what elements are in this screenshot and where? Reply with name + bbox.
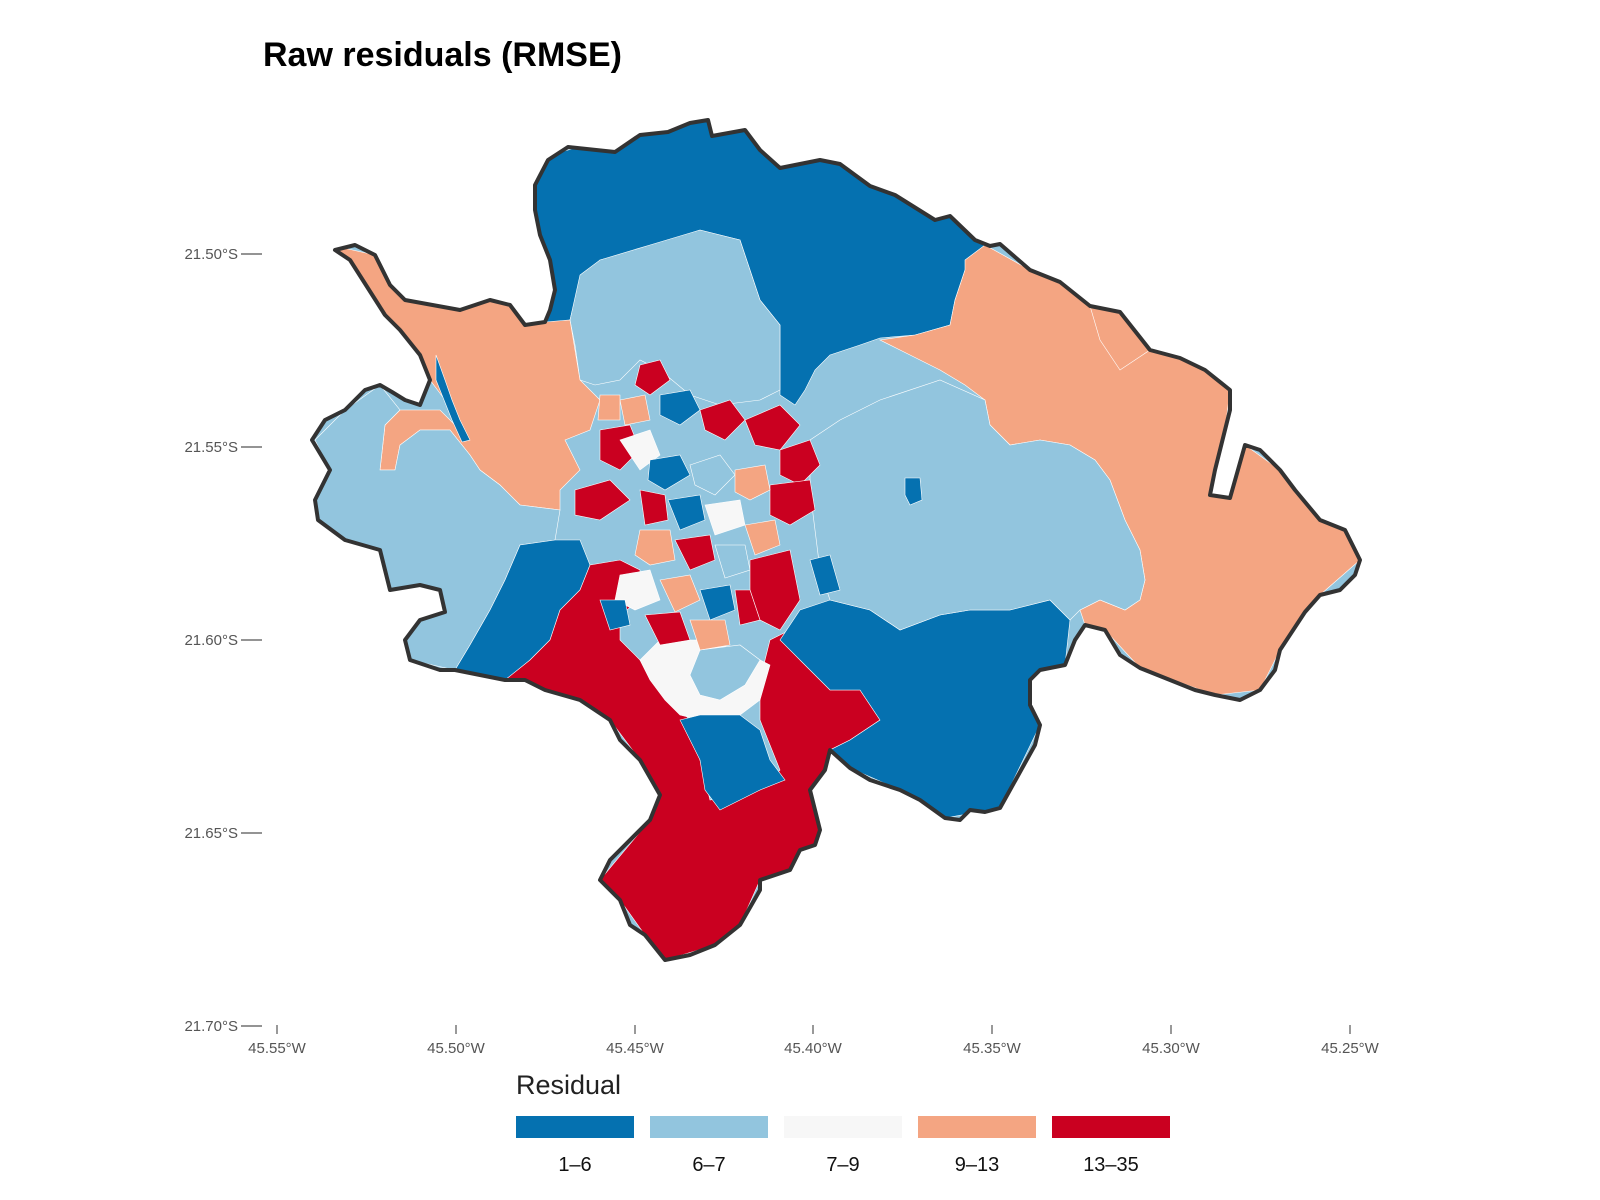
urban-cell	[644, 611, 691, 646]
urban-cell	[634, 359, 671, 396]
legend-item: 9–13	[918, 1116, 1036, 1177]
urban-cell	[744, 519, 781, 556]
urban-cell	[674, 534, 716, 571]
legend-item: 7–9	[784, 1116, 902, 1177]
legend-title: Residual	[516, 1070, 622, 1100]
y-tick-label: 21.50°S	[184, 246, 238, 263]
municipality-boundary	[310, 118, 1362, 962]
legend-label: 13–35	[1083, 1154, 1139, 1176]
x-tick-label: 45.25°W	[1321, 1040, 1380, 1057]
legend-item: 6–7	[650, 1116, 768, 1177]
x-tick-label: 45.45°W	[606, 1040, 665, 1057]
urban-cell	[634, 529, 676, 566]
legend-item: 13–35	[1052, 1116, 1170, 1177]
urban-cell	[769, 479, 816, 526]
x-tick-label: 45.30°W	[1142, 1040, 1201, 1057]
legend-swatch	[516, 1116, 634, 1138]
urban-cell	[647, 454, 691, 491]
legend-swatch	[1052, 1116, 1170, 1138]
urban-cell	[744, 404, 801, 451]
legend-label: 6–7	[692, 1154, 726, 1176]
legend-label: 7–9	[826, 1154, 860, 1176]
legend-swatch	[918, 1116, 1036, 1138]
region-south-light	[689, 644, 761, 701]
x-tick-label: 45.40°W	[784, 1040, 843, 1057]
region-south-dark	[679, 714, 786, 811]
urban-cell	[667, 494, 706, 531]
map-title: Raw residuals (RMSE)	[263, 36, 622, 74]
urban-cell	[599, 424, 641, 471]
y-tick-label: 21.65°S	[184, 825, 238, 842]
x-tick-label: 45.35°W	[963, 1040, 1022, 1057]
y-tick-label: 21.60°S	[184, 632, 238, 649]
region-east-light	[809, 379, 1146, 631]
x-tick-label: 45.55°W	[248, 1040, 307, 1057]
legend-item: 1–6	[516, 1116, 634, 1177]
urban-cell	[699, 584, 736, 621]
urban-cell	[659, 574, 701, 613]
urban-cell	[689, 454, 736, 496]
urban-cell	[779, 439, 821, 486]
urban-cell	[699, 399, 746, 441]
legend-swatch	[650, 1116, 768, 1138]
legend-label: 1–6	[558, 1154, 592, 1176]
urban-cell	[639, 489, 669, 526]
y-tick-label: 21.70°S	[184, 1018, 238, 1035]
urban-cell	[734, 589, 761, 626]
legend: Residual 1–6 6–7 7–9 9–13 13–35	[516, 1070, 1176, 1190]
x-axis: 45.55°W 45.50°W 45.45°W 45.40°W 45.35°W …	[248, 1025, 1380, 1057]
x-tick-label: 45.50°W	[427, 1040, 486, 1057]
map-regions	[312, 120, 1360, 960]
urban-cell	[689, 619, 731, 651]
urban-cell	[809, 554, 841, 596]
y-axis: 21.50°S 21.55°S 21.60°S 21.65°S 21.70°S	[184, 246, 262, 1035]
region-northwest-strip	[435, 354, 471, 443]
urban-cell	[734, 464, 771, 501]
region-east-dark-patch	[904, 477, 923, 506]
y-tick-label: 21.55°S	[184, 439, 238, 456]
urban-cell	[599, 599, 631, 631]
urban-cell	[619, 394, 651, 426]
urban-cell	[659, 389, 701, 426]
legend-swatch	[784, 1116, 902, 1138]
urban-cell	[574, 479, 631, 521]
urban-cell	[597, 394, 621, 421]
urban-cell	[614, 569, 661, 611]
legend-label: 9–13	[954, 1154, 1000, 1176]
